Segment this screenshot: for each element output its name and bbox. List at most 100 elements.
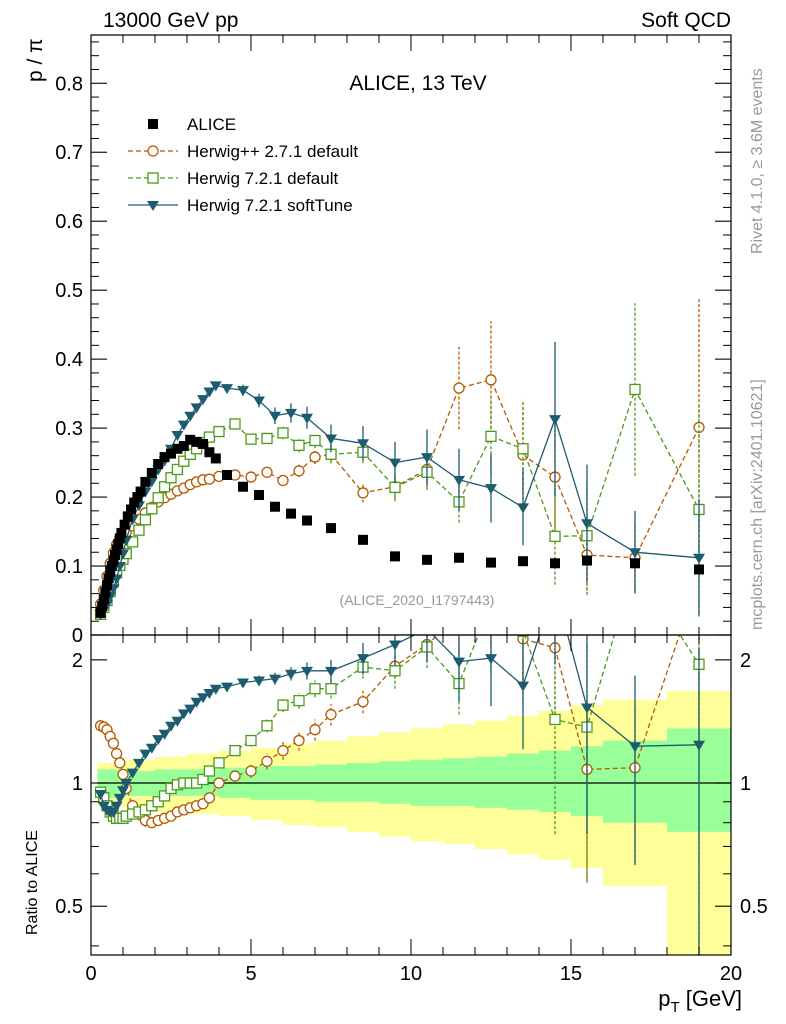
- analysis-tag: (ALICE_2020_I1797443): [340, 592, 495, 608]
- main-alice-point: [254, 490, 264, 500]
- main-herwig271-point: [309, 451, 321, 463]
- ratio-herwig271-point: [229, 770, 241, 782]
- x-tick-label: 0: [85, 963, 96, 985]
- ratio-y-tick-label: 0.5: [55, 896, 83, 918]
- ratio-softtune-point: [158, 729, 171, 740]
- ratio-herwig271-point: [213, 777, 225, 789]
- main-alice-point: [110, 550, 120, 560]
- main-herwig721-point: [261, 432, 273, 445]
- x-axis-title: pT [GeV]: [658, 986, 742, 1016]
- main-alice-point: [100, 587, 111, 598]
- main-herwig271-point: [293, 465, 305, 477]
- ratio-herwig721-point: [245, 734, 257, 747]
- legend-marker: [147, 145, 159, 157]
- main-softtune-point: [209, 381, 222, 392]
- main-y-tick-label: 0.8: [55, 73, 83, 95]
- main-alice-point: [146, 467, 157, 478]
- main-softtune-point: [629, 548, 641, 559]
- main-alice-point: [191, 436, 202, 447]
- main-herwig721-point: [133, 524, 145, 536]
- ratio-softtune-point: [184, 704, 197, 715]
- ratio-herwig271-point: [117, 768, 129, 781]
- main-alice-point: [185, 434, 196, 445]
- main-herwig271-point: [203, 473, 216, 485]
- main-herwig721-point: [213, 425, 225, 438]
- main-alice-point: [95, 607, 106, 618]
- ratio-y-axis-title: Ratio to ALICE: [24, 830, 41, 935]
- ratio-herwig721-point: [549, 713, 561, 726]
- ratio-softtune-point: [421, 625, 433, 635]
- main-alice-point: [126, 504, 136, 515]
- ratio-softtune-point: [126, 768, 139, 779]
- x-tick-label: 5: [245, 963, 256, 985]
- main-alice-point: [119, 519, 130, 530]
- ratio-herwig271-point: [325, 708, 337, 721]
- main-alice-point: [390, 551, 400, 562]
- main-herwig271-point: [277, 474, 289, 487]
- main-softtune-point: [269, 411, 281, 422]
- main-alice-point: [106, 561, 117, 572]
- main-alice-point: [210, 453, 221, 464]
- ratio-softtune-point: [152, 735, 165, 746]
- main-alice-point: [518, 556, 528, 567]
- main-softtune-point: [693, 553, 705, 564]
- ratio-softtune-point: [177, 709, 190, 720]
- main-herwig271-point: [357, 487, 369, 499]
- main-alice-point: [302, 515, 312, 526]
- header-right: Soft QCD: [641, 9, 731, 32]
- legend-entry: Herwig 7.2.1 softTune: [128, 196, 353, 215]
- main-alice-point: [116, 527, 127, 538]
- main-alice-point: [159, 452, 170, 463]
- main-herwig721-point: [293, 439, 305, 451]
- legend-entry: Herwig++ 2.7.1 default: [128, 142, 358, 161]
- main-alice-point: [582, 555, 592, 566]
- main-herwig721-point: [171, 463, 184, 476]
- main-alice-point: [178, 441, 189, 452]
- main-chart-title: ALICE, 13 TeV: [349, 72, 486, 95]
- legend-marker: [147, 201, 159, 211]
- main-softtune-point: [517, 503, 529, 514]
- main-alice-point: [358, 534, 368, 545]
- main-softtune-point: [221, 384, 233, 395]
- legend-label: Herwig++ 2.7.1 default: [187, 142, 358, 161]
- ratio-plot-area: [94, 584, 731, 955]
- main-alice-point: [135, 486, 146, 497]
- ratio-softtune-point: [203, 688, 216, 699]
- ratio-softtune-point: [110, 801, 123, 812]
- ratio-softtune-point: [145, 743, 158, 754]
- ratio-softtune-point: [581, 703, 593, 714]
- ratio-softtune-point: [285, 669, 297, 680]
- main-softtune-point: [421, 453, 433, 464]
- main-softtune-point: [177, 420, 190, 431]
- main-alice-point: [129, 497, 140, 508]
- main-softtune-point: [389, 458, 401, 469]
- green-band-segment: [347, 762, 379, 802]
- x-tick-label: 10: [400, 963, 422, 985]
- ratio-softtune-point: [549, 584, 561, 594]
- main-alice-point: [270, 501, 280, 512]
- ratio-softtune-point: [94, 790, 107, 801]
- ratio-softtune-point: [485, 654, 497, 665]
- ratio-herwig721-point: [229, 744, 241, 757]
- rivet-label: Rivet 4.1.0, ≥ 3.6M events: [749, 68, 766, 254]
- main-herwig721-line: [100, 387, 700, 615]
- legend-label: ALICE: [187, 115, 236, 134]
- main-y-axis-title: p / π: [24, 38, 47, 82]
- axes-layer: 0 0.1 0.2 0.3 0.4 0.5 0.6 0.7 0.8 0 5 10 15 20 0.5 0.5 1…: [55, 35, 768, 985]
- ratio-softtune-point: [133, 758, 145, 769]
- main-herwig271-point: [245, 471, 257, 483]
- main-softtune-point: [237, 386, 249, 397]
- main-alice-point: [486, 557, 496, 568]
- ratio-y-tick-label-right: 0.5: [740, 896, 768, 918]
- main-herwig271-point: [453, 382, 465, 394]
- ratio-softtune-point: [209, 684, 222, 695]
- ratio-softtune-point: [237, 678, 249, 689]
- main-softtune-point: [285, 408, 297, 419]
- ratio-herwig271-series: [94, 635, 700, 880]
- legend-marker: [148, 119, 158, 129]
- ratio-herwig271-point: [293, 734, 305, 747]
- ratio-softtune-point: [389, 640, 401, 651]
- main-alice-point: [97, 601, 108, 612]
- main-y-tick-label: 0.7: [55, 142, 83, 164]
- ratio-softtune-point: [693, 740, 705, 751]
